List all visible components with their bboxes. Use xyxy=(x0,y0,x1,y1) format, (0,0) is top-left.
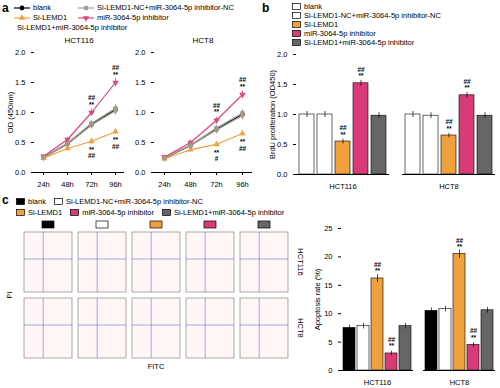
svg-text:##**: ##** xyxy=(470,327,478,341)
html-text:Si-LEMD1-NC+miR-3064-5p inhibi: Si-LEMD1-NC+miR-3064-5p inhibitor-NC xyxy=(304,11,441,20)
svg-text:##**: ##** xyxy=(213,102,221,116)
svg-text:48h: 48h xyxy=(184,180,197,188)
html-text:blank: blank xyxy=(33,3,51,12)
svg-text:##**: ##** xyxy=(239,76,247,90)
svg-text:24h: 24h xyxy=(37,180,50,188)
svg-text:##**: ##** xyxy=(112,64,120,78)
svg-text:1.0: 1.0 xyxy=(15,108,25,117)
svg-text:1.5: 1.5 xyxy=(15,78,25,87)
html-text:miR-3064-5p inhibitor: miR-3064-5p inhibitor xyxy=(97,13,169,22)
svg-text:1.5: 1.5 xyxy=(277,80,287,89)
svg-text:Apoptosis rate (%): Apoptosis rate (%) xyxy=(313,268,322,330)
svg-text:**##: **## xyxy=(88,146,96,160)
svg-text:##**: ##** xyxy=(463,78,471,92)
svg-text:HCT8: HCT8 xyxy=(439,182,459,190)
svg-text:**#: **# xyxy=(214,149,220,163)
html-text:blank: blank xyxy=(28,197,46,206)
svg-text:2.0: 2.0 xyxy=(15,48,25,57)
svg-text:##**: ##** xyxy=(357,66,365,80)
svg-text:25: 25 xyxy=(324,224,332,233)
svg-text:HCT116: HCT116 xyxy=(364,378,391,386)
svg-text:##**: ##** xyxy=(88,94,96,108)
html-text:Si-LEMD1: Si-LEMD1 xyxy=(304,20,339,29)
html-text:Si-LEMD1-NC+miR-3064-5p inhibi: Si-LEMD1-NC+miR-3064-5p inhibitor-NC xyxy=(97,3,234,12)
svg-text:96h: 96h xyxy=(109,180,122,188)
svg-text:##**: ##** xyxy=(374,261,382,275)
svg-text:HCT8: HCT8 xyxy=(450,378,470,386)
svg-text:FITC: FITC xyxy=(148,362,165,371)
html-text:Si-LEMD1: Si-LEMD1 xyxy=(33,13,68,22)
svg-text:HCT116: HCT116 xyxy=(296,248,305,275)
svg-text:2.0: 2.0 xyxy=(135,48,145,57)
svg-text:0.5: 0.5 xyxy=(135,138,145,147)
html-text:Si-LEMD1+miR-3064-5p inhibitor: Si-LEMD1+miR-3064-5p inhibitor xyxy=(17,23,128,32)
html-text:Si-LEMD1+miR-3064-5p inhibitor: Si-LEMD1+miR-3064-5p inhibitor xyxy=(173,208,285,217)
html-text:b: b xyxy=(262,1,270,15)
svg-text:##**: ##** xyxy=(445,118,453,132)
svg-text:1.5: 1.5 xyxy=(135,78,145,87)
html-text:a: a xyxy=(2,1,9,15)
svg-text:##**: ##** xyxy=(339,124,347,138)
html-text:miR-3064-5p inhibitor: miR-3064-5p inhibitor xyxy=(82,208,154,217)
svg-text:0.0: 0.0 xyxy=(135,168,145,177)
svg-text:BrdU proliferation (OD450): BrdU proliferation (OD450) xyxy=(268,69,277,159)
svg-text:**##: **## xyxy=(112,136,120,150)
html-text:Si-LEMD1-NC+miR-3064-5p inhibi: Si-LEMD1-NC+miR-3064-5p inhibitor-NC xyxy=(65,197,203,206)
html-text:miR-3064-5p inhibitor: miR-3064-5p inhibitor xyxy=(304,29,376,38)
svg-text:1.0: 1.0 xyxy=(277,110,287,119)
svg-text:0.5: 0.5 xyxy=(277,140,287,149)
svg-text:72h: 72h xyxy=(210,180,223,188)
html-text:HCT8: HCT8 xyxy=(192,36,214,45)
svg-text:PI: PI xyxy=(5,291,14,298)
html-text:Si-LEMD1: Si-LEMD1 xyxy=(28,208,63,217)
svg-text:96h: 96h xyxy=(236,180,249,188)
svg-text:2.0: 2.0 xyxy=(277,50,287,59)
svg-text:0.0: 0.0 xyxy=(277,170,287,179)
html-text:Si-LEMD1+miR-3064-5p inhibitor: Si-LEMD1+miR-3064-5p inhibitor xyxy=(304,38,415,47)
svg-text:##**: ##** xyxy=(388,336,396,350)
svg-text:0.5: 0.5 xyxy=(15,138,25,147)
svg-text:0: 0 xyxy=(328,366,332,375)
svg-text:OD (450nm): OD (450nm) xyxy=(6,91,15,133)
svg-text:HCT8: HCT8 xyxy=(296,318,305,338)
html-text:blank: blank xyxy=(304,2,322,11)
svg-text:72h: 72h xyxy=(85,180,98,188)
svg-text:5: 5 xyxy=(328,338,332,347)
svg-text:48h: 48h xyxy=(61,180,74,188)
svg-text:HCT116: HCT116 xyxy=(329,182,356,190)
svg-text:##**: ##** xyxy=(456,237,464,251)
svg-text:24h: 24h xyxy=(158,180,171,188)
svg-text:20: 20 xyxy=(324,252,332,261)
svg-text:10: 10 xyxy=(324,309,332,318)
html-text:c: c xyxy=(2,193,9,207)
svg-text:1.0: 1.0 xyxy=(135,108,145,117)
svg-text:**##: **## xyxy=(239,138,247,152)
html-text:HCT116: HCT116 xyxy=(64,36,94,45)
svg-text:0.0: 0.0 xyxy=(15,168,25,177)
svg-text:15: 15 xyxy=(324,281,332,290)
